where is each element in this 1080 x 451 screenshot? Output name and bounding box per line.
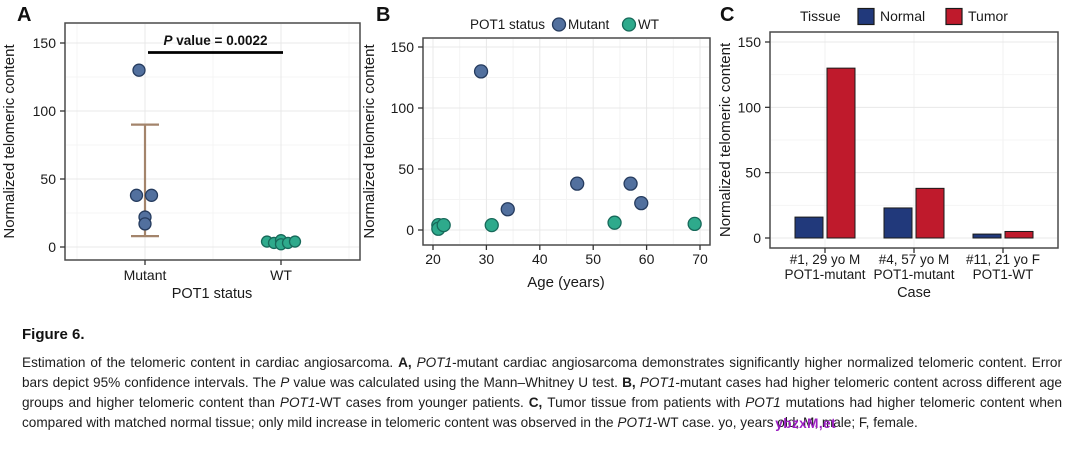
x-axis-title-c: Case	[897, 285, 931, 300]
x-tick-label: 70	[692, 251, 708, 267]
legend-label-tumor: Tumor	[968, 8, 1008, 24]
y-tick-label: 100	[738, 99, 762, 115]
legend-label-wt: WT	[638, 17, 659, 32]
significance-annotation: P value = 0.0022	[148, 33, 283, 54]
plot-border-a	[64, 22, 361, 261]
axes-a: 0 50 100 150 Mutant WT POT1 status Normalized t…	[1, 35, 292, 300]
legend-label-mutant: Mutant	[568, 17, 610, 32]
legend-swatch-mutant	[551, 17, 567, 32]
y-tick-label: 50	[40, 171, 56, 187]
panel-b-chart: 0 50 100 150 20 30 40 50 60 70 Age (years) Normaliz…	[362, 17, 711, 291]
point-wt	[607, 215, 622, 230]
x-tick-label: 50	[585, 251, 601, 267]
y-axis-title-b: Normalized telomeric content	[362, 44, 378, 239]
x-tick-label: 20	[425, 251, 441, 267]
x-tick-label: WT	[270, 267, 292, 283]
point-wt	[436, 217, 451, 233]
bar-tumor	[1004, 230, 1034, 239]
data-points-a	[129, 63, 302, 251]
legend-title-c: Tissue	[800, 8, 841, 24]
bar-normal	[794, 216, 824, 239]
purple-overlay-artifact: ybzxM,et	[775, 416, 836, 431]
x-tick-label-line1: #11, 21 yo F	[966, 252, 1040, 267]
panel-c: C 0 50 100 150 #1, 29 yo M POT1-mutant #4, 57 …	[718, 0, 1080, 302]
caption-last-phrase: old; M, male; F, female. ybzxM,et	[775, 415, 918, 431]
p-value-label: P value = 0.0022	[164, 33, 268, 48]
x-tick-label-line2: POT1-WT	[973, 267, 1034, 282]
legend-title-b: POT1 status	[470, 17, 545, 32]
y-tick-label: 150	[33, 35, 57, 51]
data-points-b	[431, 64, 702, 236]
gridlines-b	[424, 39, 709, 244]
y-tick-label: 100	[33, 103, 57, 119]
point-mutant	[129, 188, 144, 202]
panel-a-chart: P value = 0.0022 0 50 100 150 Mutant WT POT1 st…	[1, 22, 361, 300]
panel-a-label: A	[17, 4, 32, 26]
x-tick-label: 30	[479, 251, 495, 267]
point-mutant	[132, 63, 146, 77]
y-tick-label: 100	[391, 100, 415, 116]
y-tick-label: 50	[745, 165, 761, 181]
x-tick-label-line2: POT1-mutant	[784, 267, 865, 282]
panel-c-label: C	[720, 4, 735, 26]
point-mutant	[473, 64, 489, 79]
point-wt	[484, 217, 499, 233]
point-mutant	[634, 196, 649, 211]
caption-body: Estimation of the telomeric content in c…	[22, 353, 1062, 433]
figure-panels: A P value = 0.0022 0 50 100 150 Mutant WT POT1 …	[0, 0, 1080, 302]
point-mutant	[500, 202, 515, 217]
x-tick-label-line1: #1, 29 yo M	[790, 252, 861, 267]
bar-tumor	[915, 187, 945, 239]
plot-border-b	[422, 37, 711, 246]
x-tick-label: Mutant	[124, 267, 167, 283]
x-tick-label: 60	[639, 251, 655, 267]
bar-normal	[972, 233, 1002, 239]
x-axis-title-b: Age (years)	[527, 274, 605, 291]
legend-swatch-tumor	[945, 7, 963, 26]
legend-c: Tissue Normal Tumor	[800, 7, 1008, 26]
axes-b: 0 50 100 150 20 30 40 50 60 70 Age (years) Normaliz…	[362, 39, 708, 291]
point-wt	[687, 216, 702, 232]
bar-normal	[883, 207, 913, 239]
point-mutant	[138, 217, 152, 231]
y-tick-label: 150	[391, 39, 415, 55]
bar-tumor	[826, 67, 856, 239]
legend-swatch-wt	[621, 17, 637, 32]
y-tick-label: 0	[753, 230, 761, 246]
x-tick-label: 40	[532, 251, 548, 267]
point-mutant	[144, 188, 159, 202]
y-tick-label: 0	[406, 222, 414, 238]
point-wt	[288, 235, 302, 248]
legend-b: POT1 status Mutant WT	[470, 17, 659, 32]
caption-title: Figure 6.	[22, 326, 85, 343]
y-tick-label: 50	[398, 161, 414, 177]
y-tick-label: 150	[738, 34, 762, 50]
x-axis-title-a: POT1 status	[172, 286, 253, 300]
point-mutant	[570, 176, 585, 191]
x-tick-label-line1: #4, 57 yo M	[879, 252, 950, 267]
y-axis-title-a: Normalized telomeric content	[1, 44, 18, 239]
bars-c	[794, 67, 1034, 239]
figure-caption: Figure 6. Estimation of the telomeric co…	[0, 302, 1080, 433]
point-mutant	[623, 176, 638, 191]
panel-b-label: B	[376, 4, 391, 26]
panel-b: B 0 50 100 150 20 30 40 50 60 70 Age (years) Normal…	[362, 0, 718, 302]
x-tick-label-line2: POT1-mutant	[873, 267, 954, 282]
y-tick-label: 0	[48, 239, 56, 255]
y-axis-title-c: Normalized telomeric content	[718, 42, 734, 237]
legend-swatch-normal	[857, 7, 875, 26]
panel-a: A P value = 0.0022 0 50 100 150 Mutant WT POT1 …	[0, 0, 362, 302]
legend-label-normal: Normal	[880, 8, 925, 24]
